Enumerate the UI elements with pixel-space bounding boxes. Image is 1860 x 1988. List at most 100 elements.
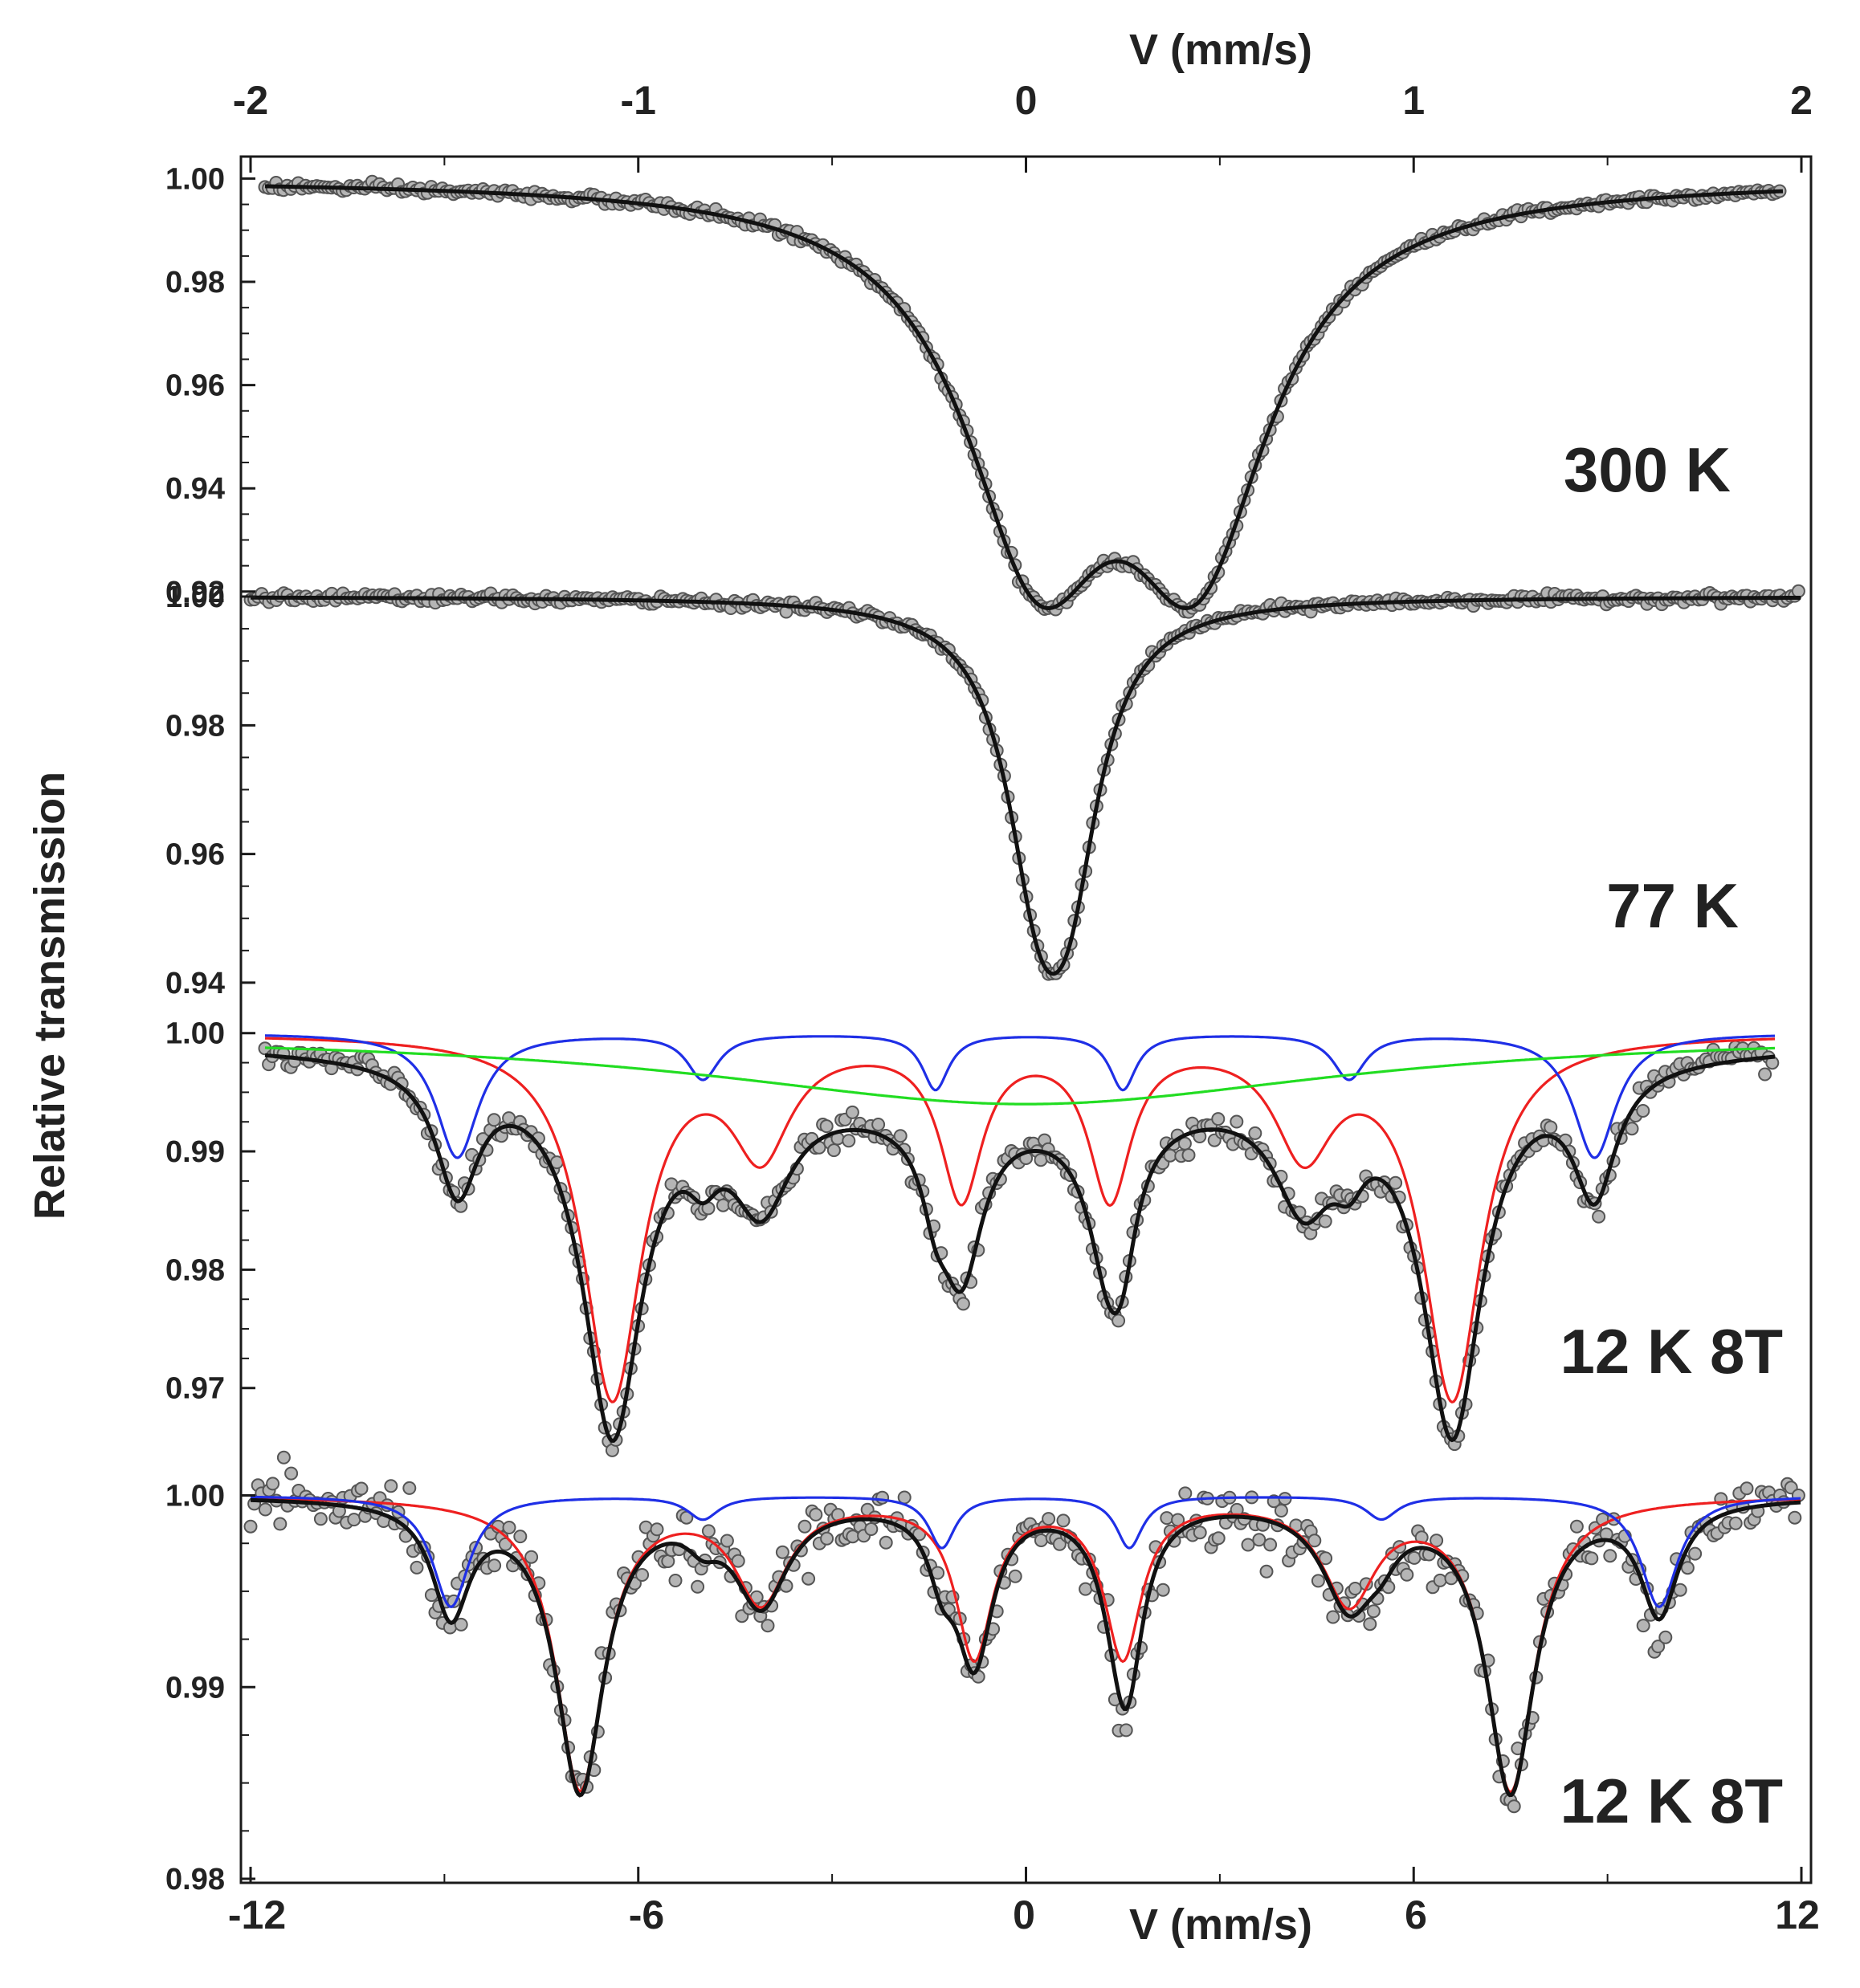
data-point (1211, 1112, 1226, 1126)
panel-label-12k-8t-a: 12 K 8T (1560, 1316, 1783, 1387)
data-point (1433, 1573, 1447, 1587)
y-tick-label: 0.99 (165, 1671, 225, 1705)
fit-blue-line (251, 1495, 1801, 1608)
top-x-tick-label: -1 (621, 78, 656, 123)
data-point (897, 1490, 912, 1505)
data-point (1430, 1534, 1444, 1548)
fit-total-line (264, 1053, 1776, 1443)
data-point (1156, 1583, 1170, 1597)
data-point (802, 1571, 816, 1586)
panel-3 (243, 1450, 1805, 1814)
y-tick-label: 0.94 (165, 967, 225, 1000)
top-axis-title: V (mm/s) (1129, 26, 1312, 74)
data-point (384, 1479, 398, 1493)
data-point (1263, 1538, 1278, 1552)
data-point (1042, 1512, 1056, 1526)
data-point (1248, 1126, 1262, 1140)
data-point (1366, 1604, 1381, 1619)
data-point (1112, 1314, 1126, 1328)
axis-layer: 1.000.980.960.940.921.000.980.960.941.00… (165, 78, 1820, 1937)
data-point (650, 1522, 664, 1537)
data-points (258, 174, 1787, 619)
data-point (1274, 1504, 1288, 1517)
data-point (524, 1550, 539, 1564)
bottom-x-tick-label: -6 (629, 1892, 664, 1937)
data-point (1252, 1533, 1267, 1547)
data-point (347, 1513, 361, 1527)
y-tick-label: 1.00 (165, 162, 225, 196)
data-point (845, 1105, 859, 1119)
data-point (266, 1477, 280, 1491)
data-point (1625, 1122, 1639, 1136)
bottom-x-tick-label: 0 (1013, 1892, 1035, 1937)
data-point (1160, 1511, 1174, 1526)
data-point (1318, 1214, 1332, 1228)
data-point (956, 1297, 970, 1311)
bottom-x-tick-label: 6 (1405, 1892, 1427, 1937)
data-point (454, 1617, 468, 1632)
data-point (1788, 1510, 1802, 1525)
data-point (668, 1574, 683, 1587)
data-point (809, 1507, 823, 1522)
data-point (1259, 1564, 1274, 1579)
data-point (502, 1521, 516, 1534)
data-point (1658, 1630, 1673, 1644)
data-point (797, 1519, 812, 1534)
top-x-tick-label: 1 (1402, 78, 1425, 123)
y-tick-label: 0.98 (165, 266, 225, 299)
data-point (1079, 1582, 1093, 1596)
y-axis-title: Relative transmission (26, 772, 74, 1220)
fit-blue-line (264, 1034, 1776, 1159)
fit-total-line (264, 184, 1784, 611)
data-point (731, 1554, 745, 1568)
label-layer: V (mm/s) V (mm/s) Relative transmission … (26, 26, 1783, 1949)
data-point (513, 1530, 528, 1544)
y-tick-label: 0.96 (165, 838, 225, 872)
data-point (1400, 1567, 1414, 1582)
data-point (258, 1502, 272, 1517)
data-point (1326, 1610, 1340, 1624)
data-point (871, 1118, 886, 1131)
data-point (1307, 1534, 1322, 1548)
data-point (1119, 1723, 1133, 1737)
data-point (842, 1134, 856, 1148)
data-point (1034, 1534, 1048, 1547)
data-point (1407, 1550, 1422, 1565)
y-tick-label: 0.99 (165, 1135, 225, 1169)
fit-total-line (251, 1497, 1801, 1798)
data-point (1636, 1619, 1650, 1633)
bottom-x-tick-label: 12 (1775, 1892, 1820, 1937)
data-point (1319, 1551, 1333, 1566)
bottom-x-tick-label: -12 (228, 1892, 286, 1937)
data-point (661, 1554, 675, 1568)
data-point (1178, 1486, 1193, 1501)
data-point (402, 1481, 417, 1495)
data-point (1363, 1617, 1377, 1632)
data-point (893, 1129, 908, 1143)
data-point (276, 1450, 291, 1465)
data-point (243, 1519, 258, 1534)
data-point (875, 1490, 890, 1505)
data-point (1728, 1516, 1743, 1530)
y-tick-label: 1.00 (165, 1017, 225, 1051)
panel-label-12k-8t-b: 12 K 8T (1560, 1766, 1783, 1836)
data-point (1544, 1120, 1558, 1135)
data-point (1603, 1549, 1617, 1563)
data-point (273, 1517, 288, 1531)
data-point (826, 1143, 841, 1158)
data-point (775, 1545, 789, 1559)
data-point (1688, 1546, 1703, 1561)
data-point (635, 1568, 650, 1582)
plot-layer (243, 174, 1805, 1814)
data-point (1673, 1583, 1687, 1597)
data-point (1592, 1209, 1606, 1224)
data-point (720, 1534, 734, 1548)
y-tick-label: 0.98 (165, 1863, 225, 1896)
data-point (1056, 1513, 1071, 1528)
data-point (1585, 1551, 1599, 1566)
data-point (691, 1579, 705, 1594)
data-point (1389, 1175, 1403, 1190)
panel-label-300k: 300 K (1564, 434, 1731, 505)
